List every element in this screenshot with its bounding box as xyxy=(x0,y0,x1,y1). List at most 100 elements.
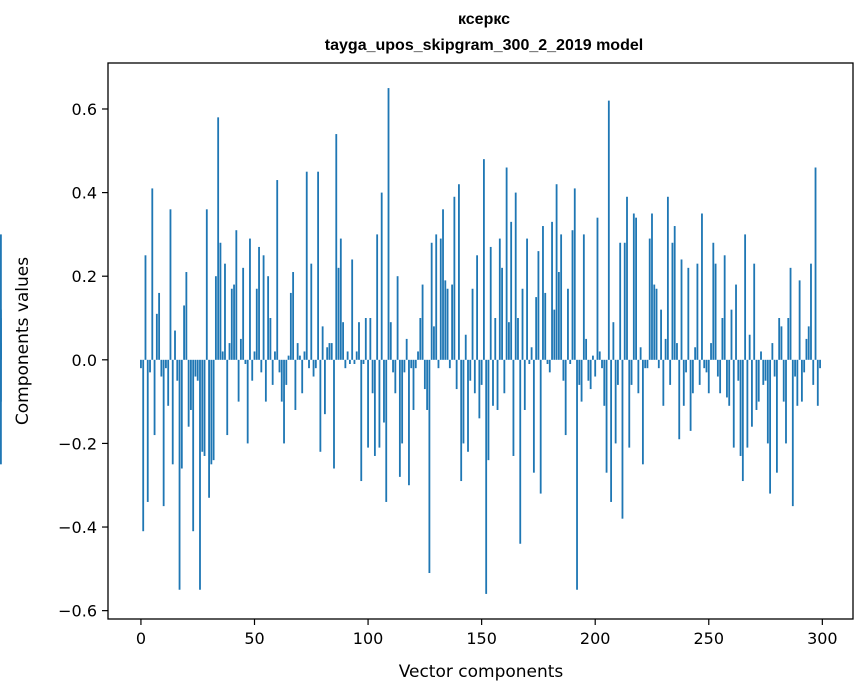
bar xyxy=(805,338,808,360)
bar xyxy=(140,359,142,369)
bar xyxy=(178,359,181,590)
y-tick-label: 0.4 xyxy=(72,184,97,203)
bar xyxy=(176,359,179,381)
bar xyxy=(153,359,156,436)
bar xyxy=(255,288,258,360)
bar xyxy=(710,343,712,360)
bar xyxy=(757,359,760,402)
bar xyxy=(326,347,329,360)
bar xyxy=(764,359,767,381)
bar xyxy=(321,326,324,360)
bar xyxy=(460,359,463,482)
bar xyxy=(546,359,549,364)
bar xyxy=(144,255,147,360)
bar xyxy=(485,359,488,594)
bar xyxy=(301,359,304,394)
bar xyxy=(514,192,517,360)
bar xyxy=(380,192,383,360)
bar xyxy=(630,359,633,385)
bar xyxy=(346,351,349,360)
bar xyxy=(626,196,628,360)
y-tick-label: 0.2 xyxy=(72,267,97,286)
bar xyxy=(0,234,2,360)
bar xyxy=(337,267,340,360)
bar xyxy=(401,359,404,444)
bar xyxy=(628,359,631,448)
bar xyxy=(269,318,272,360)
bar xyxy=(360,359,363,482)
bar xyxy=(299,355,301,360)
bar xyxy=(362,359,365,364)
bar xyxy=(564,359,567,436)
bar xyxy=(773,359,776,377)
bar xyxy=(192,359,195,532)
bar xyxy=(664,338,667,360)
bar xyxy=(435,234,438,360)
bar xyxy=(226,359,229,436)
bar xyxy=(512,359,515,456)
bar xyxy=(199,359,201,590)
bar xyxy=(523,359,526,410)
bar xyxy=(612,322,615,360)
bar xyxy=(189,359,192,410)
bar xyxy=(373,359,376,456)
bar xyxy=(676,343,678,360)
bar xyxy=(0,359,2,402)
bar xyxy=(224,263,226,360)
bar xyxy=(780,326,783,360)
bar xyxy=(739,359,742,456)
bar xyxy=(369,318,372,360)
bar xyxy=(728,359,731,406)
bar xyxy=(348,359,351,364)
bar xyxy=(737,359,740,381)
x-tick-label: 200 xyxy=(580,629,611,648)
bar xyxy=(580,359,583,402)
bar xyxy=(494,318,497,360)
bar xyxy=(610,359,613,502)
bar xyxy=(553,309,556,360)
bar xyxy=(389,322,392,360)
bar xyxy=(505,167,508,360)
bar xyxy=(217,117,220,360)
bar xyxy=(526,238,528,360)
bar xyxy=(671,242,674,360)
bar xyxy=(283,359,285,444)
x-tick-label: 150 xyxy=(466,629,497,648)
bar xyxy=(800,359,803,402)
bar xyxy=(703,359,706,369)
bar xyxy=(414,359,417,369)
bar xyxy=(169,209,172,360)
bar xyxy=(237,359,240,402)
bar xyxy=(503,359,506,394)
bar xyxy=(285,359,288,385)
bar xyxy=(171,359,174,465)
bar xyxy=(364,318,367,360)
bar xyxy=(385,359,388,502)
bar xyxy=(214,276,217,360)
bar xyxy=(412,359,415,410)
bar xyxy=(408,359,410,486)
bar xyxy=(351,259,354,360)
bar xyxy=(258,246,260,360)
bar xyxy=(726,359,728,398)
bar xyxy=(196,359,199,381)
bar xyxy=(573,188,576,360)
bar xyxy=(680,259,683,360)
plot-frame xyxy=(107,62,854,620)
bar xyxy=(453,196,456,360)
bar xyxy=(476,255,479,360)
bar xyxy=(605,359,608,473)
bar xyxy=(333,359,335,469)
bar xyxy=(685,359,687,373)
bar xyxy=(528,359,531,364)
bar xyxy=(242,267,245,360)
bar xyxy=(142,359,145,532)
bar xyxy=(732,359,735,448)
bar xyxy=(487,359,490,461)
bar xyxy=(691,359,694,394)
bar xyxy=(482,159,485,360)
y-axis-label: Components values xyxy=(13,257,33,425)
bar xyxy=(544,292,547,360)
bar xyxy=(410,359,413,369)
bar xyxy=(423,359,426,390)
